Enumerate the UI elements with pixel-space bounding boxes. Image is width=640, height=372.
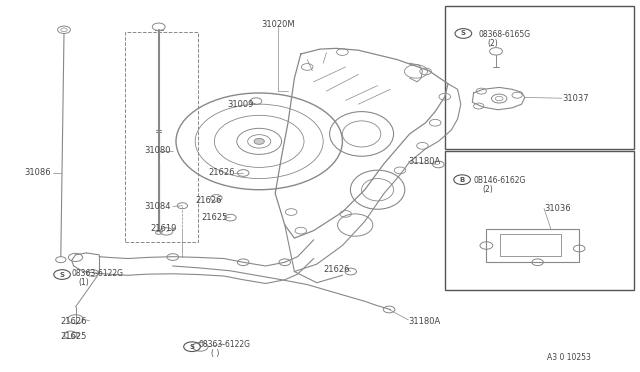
Text: 31086: 31086 (24, 169, 51, 177)
Text: 31180A: 31180A (408, 317, 440, 326)
Circle shape (254, 138, 264, 144)
Text: 31180A: 31180A (408, 157, 440, 166)
Text: 21626: 21626 (195, 196, 221, 205)
Bar (125, 32, 198, 242)
Text: 08368-6165G: 08368-6165G (479, 30, 531, 39)
Text: 31084: 31084 (144, 202, 170, 211)
Text: (2): (2) (483, 185, 493, 194)
Text: 21626: 21626 (61, 317, 87, 326)
Text: S: S (461, 31, 466, 36)
Bar (486, 229, 579, 262)
Text: S: S (189, 344, 195, 350)
Text: S: S (60, 272, 65, 278)
Text: 21626: 21626 (208, 169, 234, 177)
Text: 31037: 31037 (562, 94, 589, 103)
Text: B: B (460, 177, 465, 183)
Text: 31036: 31036 (544, 204, 571, 213)
Text: 21619: 21619 (150, 224, 177, 233)
Text: 31020M: 31020M (262, 20, 295, 29)
Text: 08363-6122G: 08363-6122G (72, 269, 124, 278)
Text: 0B146-6162G: 0B146-6162G (474, 176, 526, 185)
Text: 21625: 21625 (61, 332, 87, 341)
Bar (500, 234, 561, 256)
Text: 08363-6122G: 08363-6122G (198, 340, 250, 349)
Text: 21626: 21626 (323, 265, 349, 274)
Text: ( ): ( ) (211, 349, 220, 358)
Text: 31080: 31080 (144, 146, 170, 155)
Text: 21625: 21625 (202, 213, 228, 222)
Bar (445, 6, 634, 149)
Text: 31009: 31009 (227, 100, 253, 109)
Text: (1): (1) (78, 278, 89, 287)
Text: A3 0 10253: A3 0 10253 (547, 353, 591, 362)
Text: (2): (2) (488, 39, 499, 48)
Bar (445, 151, 634, 290)
